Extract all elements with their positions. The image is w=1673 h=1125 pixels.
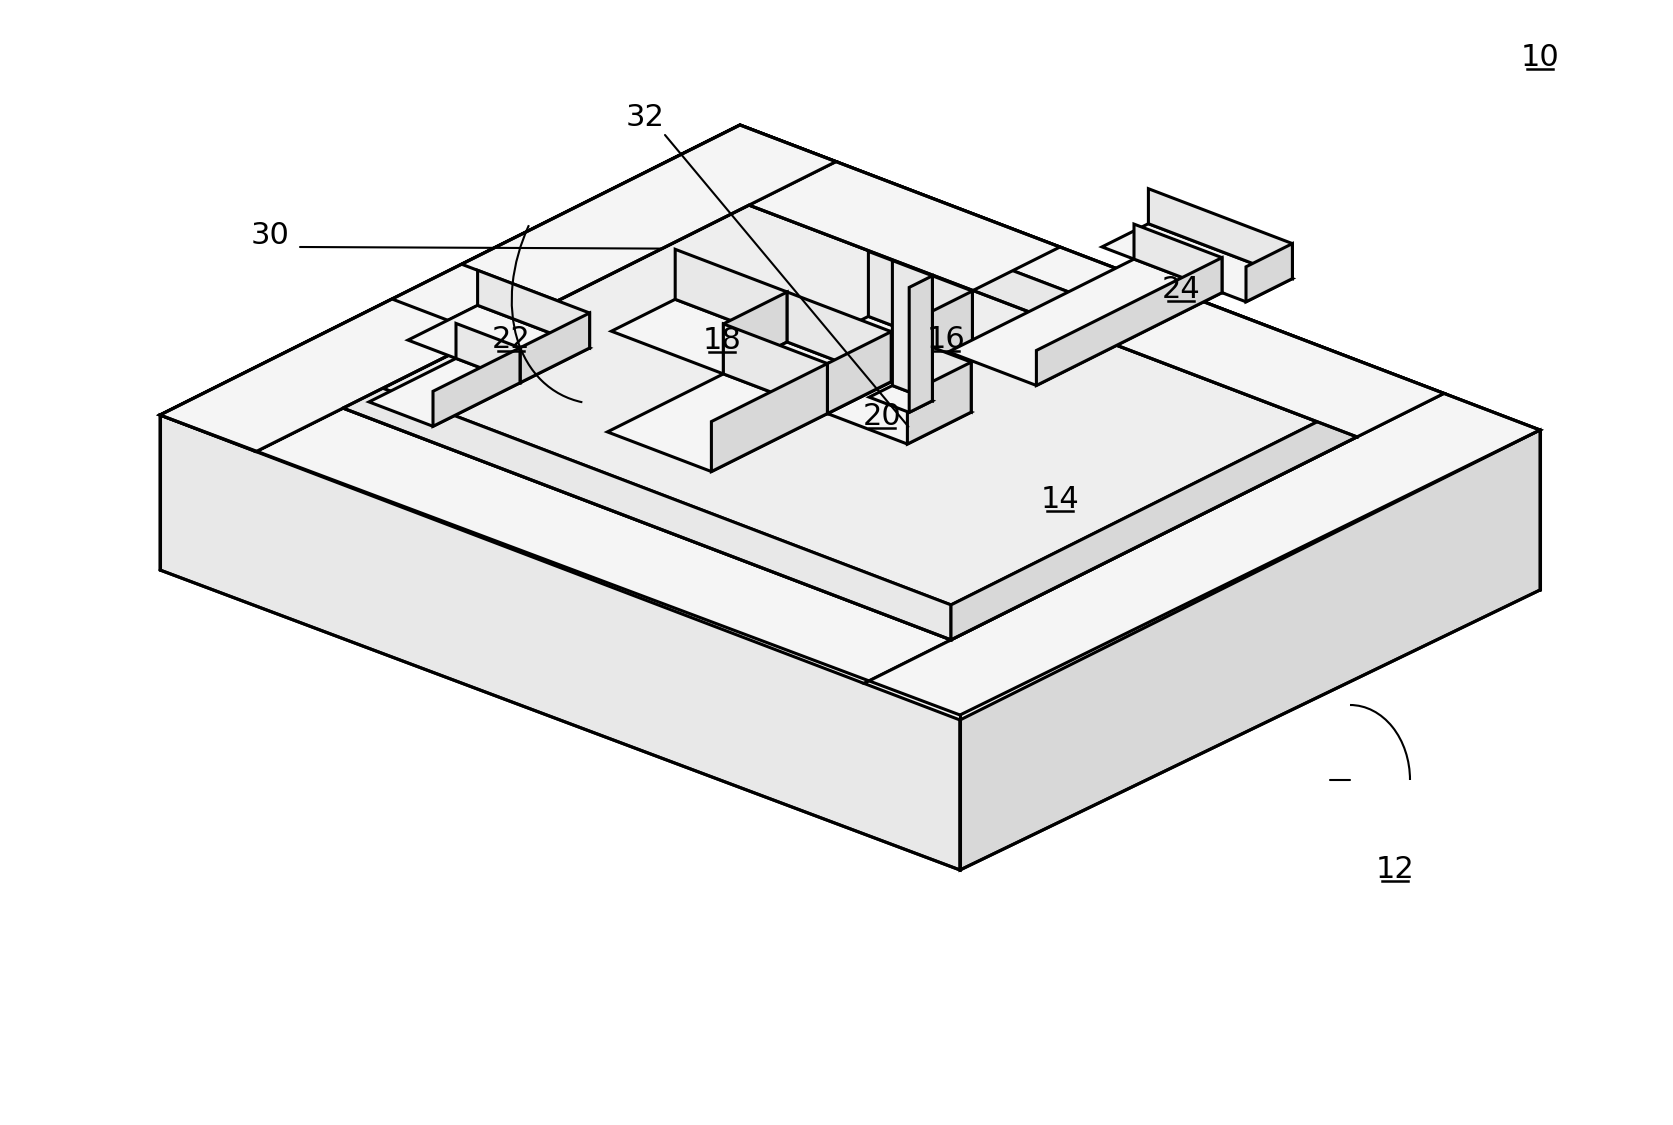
Polygon shape <box>723 342 890 414</box>
Polygon shape <box>950 402 1357 640</box>
Polygon shape <box>161 299 489 451</box>
Polygon shape <box>711 363 826 471</box>
Polygon shape <box>343 170 1357 605</box>
Polygon shape <box>863 394 1539 720</box>
Polygon shape <box>1245 244 1292 302</box>
Polygon shape <box>477 270 589 348</box>
Polygon shape <box>786 292 890 381</box>
Polygon shape <box>433 348 520 426</box>
Polygon shape <box>611 299 786 374</box>
Polygon shape <box>786 316 972 397</box>
Polygon shape <box>343 170 748 408</box>
Polygon shape <box>723 292 786 374</box>
Polygon shape <box>161 125 835 451</box>
Polygon shape <box>674 250 786 342</box>
Polygon shape <box>748 162 1059 290</box>
Polygon shape <box>455 323 520 383</box>
Polygon shape <box>1133 224 1221 292</box>
Polygon shape <box>368 359 520 426</box>
Polygon shape <box>723 324 826 414</box>
Polygon shape <box>343 374 950 640</box>
Text: 14: 14 <box>1041 486 1079 514</box>
Text: 24: 24 <box>1161 276 1200 305</box>
Text: 30: 30 <box>251 220 289 250</box>
Polygon shape <box>161 125 1539 716</box>
Polygon shape <box>890 332 970 412</box>
Polygon shape <box>161 415 959 870</box>
Polygon shape <box>489 300 557 370</box>
Text: 18: 18 <box>703 325 741 354</box>
Polygon shape <box>868 251 972 356</box>
Polygon shape <box>1101 224 1292 302</box>
Polygon shape <box>607 374 826 471</box>
Polygon shape <box>959 430 1539 870</box>
Polygon shape <box>868 386 932 413</box>
Text: 32: 32 <box>626 104 664 133</box>
Text: 16: 16 <box>925 325 965 354</box>
Polygon shape <box>256 408 950 683</box>
Text: 10: 10 <box>1519 44 1559 72</box>
Polygon shape <box>748 162 1444 436</box>
Polygon shape <box>1036 258 1221 386</box>
Polygon shape <box>890 291 972 397</box>
Polygon shape <box>1092 292 1444 436</box>
Polygon shape <box>949 259 1221 386</box>
Polygon shape <box>892 261 932 400</box>
Polygon shape <box>520 313 589 382</box>
Polygon shape <box>408 305 589 382</box>
Polygon shape <box>462 125 835 300</box>
Polygon shape <box>907 362 970 444</box>
Polygon shape <box>826 381 970 444</box>
Polygon shape <box>652 125 835 205</box>
Polygon shape <box>826 332 890 414</box>
Polygon shape <box>1148 189 1292 279</box>
Text: 12: 12 <box>1375 855 1414 884</box>
Polygon shape <box>748 170 1357 436</box>
Text: 22: 22 <box>492 325 530 354</box>
Text: 20: 20 <box>862 402 902 431</box>
Polygon shape <box>908 276 932 413</box>
